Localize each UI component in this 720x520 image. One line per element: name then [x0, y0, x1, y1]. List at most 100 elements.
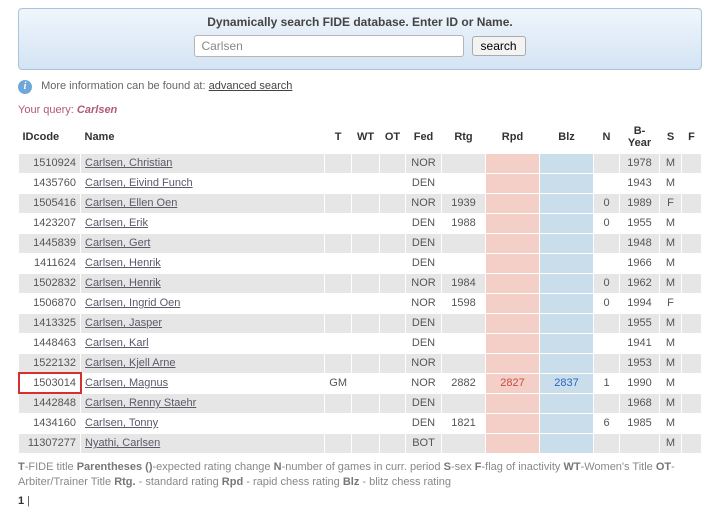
player-link[interactable]: Carlsen, Magnus: [85, 377, 168, 389]
cell-id: 1423207: [19, 213, 81, 233]
cell-name: Carlsen, Magnus: [81, 373, 325, 393]
cell-wt: [352, 313, 380, 333]
player-link[interactable]: Carlsen, Ellen Oen: [85, 197, 177, 209]
player-link[interactable]: Carlsen, Karl: [85, 337, 149, 349]
cell-ot: [380, 253, 406, 273]
cell-ot: [380, 333, 406, 353]
cell-name: Carlsen, Tonny: [81, 413, 325, 433]
player-link[interactable]: Carlsen, Erik: [85, 217, 148, 229]
cell-ot: [380, 193, 406, 213]
cell-n: 0: [594, 213, 620, 233]
cell-f: [682, 213, 702, 233]
cell-n: [594, 173, 620, 193]
cell-fed: NOR: [406, 153, 442, 173]
cell-name: Carlsen, Ingrid Oen: [81, 293, 325, 313]
cell-name: Carlsen, Gert: [81, 233, 325, 253]
cell-rtg: [442, 153, 486, 173]
advanced-search-link[interactable]: advanced search: [209, 80, 293, 92]
cell-fed: NOR: [406, 273, 442, 293]
player-link[interactable]: Carlsen, Henrik: [85, 277, 161, 289]
cell-t: [325, 153, 352, 173]
cell-rpd: [486, 333, 540, 353]
player-link[interactable]: Carlsen, Henrik: [85, 257, 161, 269]
cell-rpd: [486, 313, 540, 333]
cell-t: [325, 273, 352, 293]
cell-fed: DEN: [406, 173, 442, 193]
cell-rpd: [486, 213, 540, 233]
cell-s: M: [660, 233, 682, 253]
cell-fed: NOR: [406, 293, 442, 313]
cell-wt: [352, 273, 380, 293]
cell-id: 1522132: [19, 353, 81, 373]
cell-n: [594, 153, 620, 173]
cell-s: M: [660, 353, 682, 373]
cell-t: [325, 333, 352, 353]
cell-t: [325, 313, 352, 333]
cell-rpd: [486, 433, 540, 453]
cell-t: [325, 173, 352, 193]
cell-s: M: [660, 333, 682, 353]
cell-blz: [540, 233, 594, 253]
search-button[interactable]: search: [472, 36, 526, 56]
search-input[interactable]: [194, 35, 464, 57]
cell-rtg: 1598: [442, 293, 486, 313]
player-link[interactable]: Carlsen, Kjell Arne: [85, 357, 176, 369]
cell-blz: [540, 353, 594, 373]
cell-byear: 1955: [620, 313, 660, 333]
cell-wt: [352, 193, 380, 213]
col-rtg: Rtg: [442, 122, 486, 153]
cell-byear: 1989: [620, 193, 660, 213]
cell-f: [682, 433, 702, 453]
cell-rpd: [486, 173, 540, 193]
cell-f: [682, 333, 702, 353]
cell-wt: [352, 213, 380, 233]
cell-byear: 1966: [620, 253, 660, 273]
cell-s: M: [660, 153, 682, 173]
cell-ot: [380, 433, 406, 453]
table-row: 1448463Carlsen, KarlDEN1941M: [19, 333, 702, 353]
cell-name: Carlsen, Jasper: [81, 313, 325, 333]
cell-byear: [620, 433, 660, 453]
cell-wt: [352, 233, 380, 253]
col-f: F: [682, 122, 702, 153]
cell-fed: DEN: [406, 313, 442, 333]
col-n: N: [594, 122, 620, 153]
info-row: i More information can be found at: adva…: [18, 80, 702, 94]
cell-n: [594, 433, 620, 453]
player-link[interactable]: Carlsen, Christian: [85, 157, 172, 169]
cell-n: [594, 393, 620, 413]
player-link[interactable]: Carlsen, Renny Staehr: [85, 397, 196, 409]
player-link[interactable]: Carlsen, Gert: [85, 237, 150, 249]
table-row: 11307277Nyathi, CarlsenBOTM: [19, 433, 702, 453]
player-link[interactable]: Carlsen, Eivind Funch: [85, 177, 193, 189]
col-blz: Blz: [540, 122, 594, 153]
cell-id: 1510924: [19, 153, 81, 173]
cell-s: M: [660, 413, 682, 433]
cell-rpd: [486, 413, 540, 433]
table-row: 1411624Carlsen, HenrikDEN1966M: [19, 253, 702, 273]
cell-ot: [380, 153, 406, 173]
cell-name: Nyathi, Carlsen: [81, 433, 325, 453]
cell-rtg: [442, 233, 486, 253]
cell-byear: 1953: [620, 353, 660, 373]
player-link[interactable]: Carlsen, Jasper: [85, 317, 162, 329]
cell-id: 1413325: [19, 313, 81, 333]
cell-wt: [352, 413, 380, 433]
player-link[interactable]: Nyathi, Carlsen: [85, 437, 160, 449]
cell-t: [325, 233, 352, 253]
player-link[interactable]: Carlsen, Tonny: [85, 417, 158, 429]
cell-s: M: [660, 253, 682, 273]
cell-rpd: [486, 273, 540, 293]
cell-id: 1506870: [19, 293, 81, 313]
cell-name: Carlsen, Henrik: [81, 253, 325, 273]
player-link[interactable]: Carlsen, Ingrid Oen: [85, 297, 180, 309]
cell-t: [325, 433, 352, 453]
cell-fed: NOR: [406, 373, 442, 393]
cell-s: M: [660, 433, 682, 453]
cell-wt: [352, 333, 380, 353]
cell-rpd: [486, 193, 540, 213]
cell-blz: [540, 293, 594, 313]
table-row: 1435760Carlsen, Eivind FunchDEN1943M: [19, 173, 702, 193]
table-row: 1503014Carlsen, MagnusGMNOR2882282728371…: [19, 373, 702, 393]
cell-f: [682, 373, 702, 393]
